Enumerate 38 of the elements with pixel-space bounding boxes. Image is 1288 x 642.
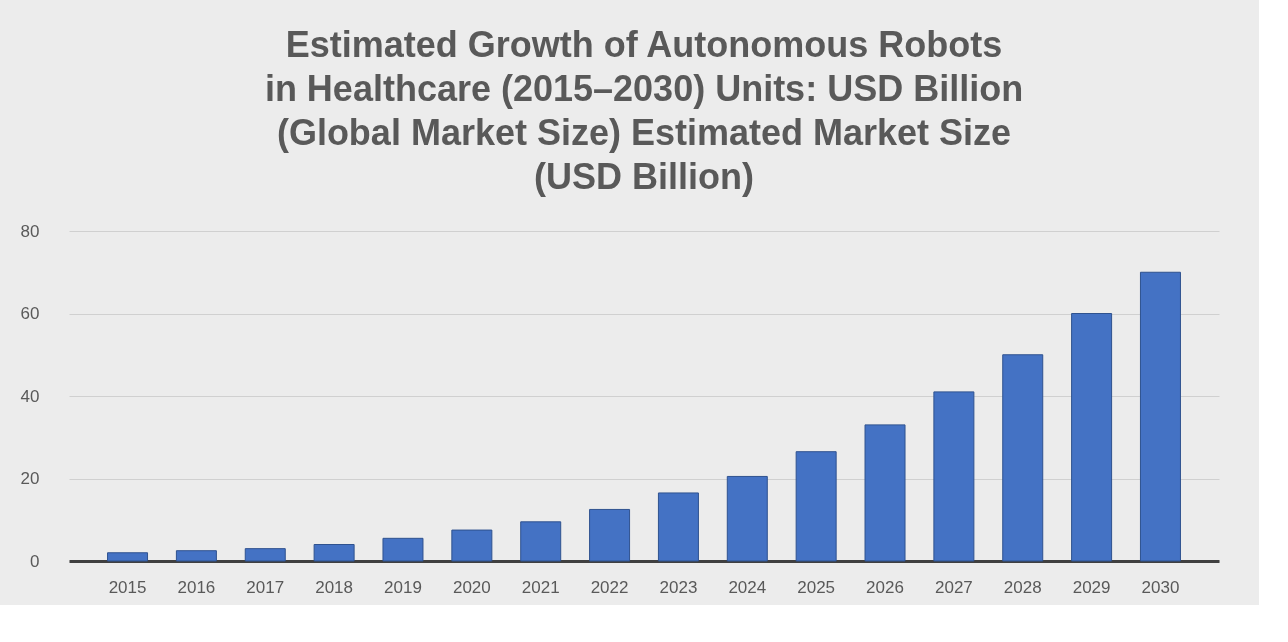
bar [107,552,149,562]
chart-title: Estimated Growth of Autonomous Robots in Healthcare (2015–2030) Units: USD Billion (Global Market Size) Estimated Market Size (USD Billion) [264,24,1024,197]
x-tick-label: 2017 [246,577,285,597]
x-tick-label: 2027 [934,577,973,597]
bar [1002,354,1044,562]
x-tick-label: 2030 [1141,577,1180,597]
bar [244,548,286,562]
x-tick-label: 2028 [1003,577,1042,597]
y-tick-label: 40 [20,386,40,406]
y-tick-label: 80 [20,221,40,241]
x-tick-label: 2015 [108,577,147,597]
x-tick-label: 2025 [797,577,836,597]
bar [726,475,768,562]
x-tick-label: 2023 [659,577,698,597]
y-tick-label: 20 [20,469,40,488]
y-tick-label: 60 [20,304,40,323]
bar [1139,271,1181,562]
bar [175,550,217,562]
x-tick-label: 2022 [590,577,629,597]
x-tick-label: 2019 [384,577,422,597]
bar [864,424,906,562]
x-tick-label: 2016 [177,577,216,597]
bar [382,537,424,562]
x-tick-label: 2021 [521,577,560,597]
bar [451,529,493,562]
x-tick-label: 2020 [452,577,491,597]
x-tick-label: 2018 [315,577,354,597]
bar [657,492,699,562]
x-tick-label: 2029 [1072,577,1111,597]
bar [795,451,837,562]
y-tick-label: 0 [30,551,40,571]
bar [589,508,631,562]
bar [520,521,562,562]
bar [933,391,975,562]
x-tick-label: 2024 [728,577,767,597]
x-tick-label: 2026 [866,577,904,597]
bar [313,544,355,562]
bar [1071,313,1113,562]
